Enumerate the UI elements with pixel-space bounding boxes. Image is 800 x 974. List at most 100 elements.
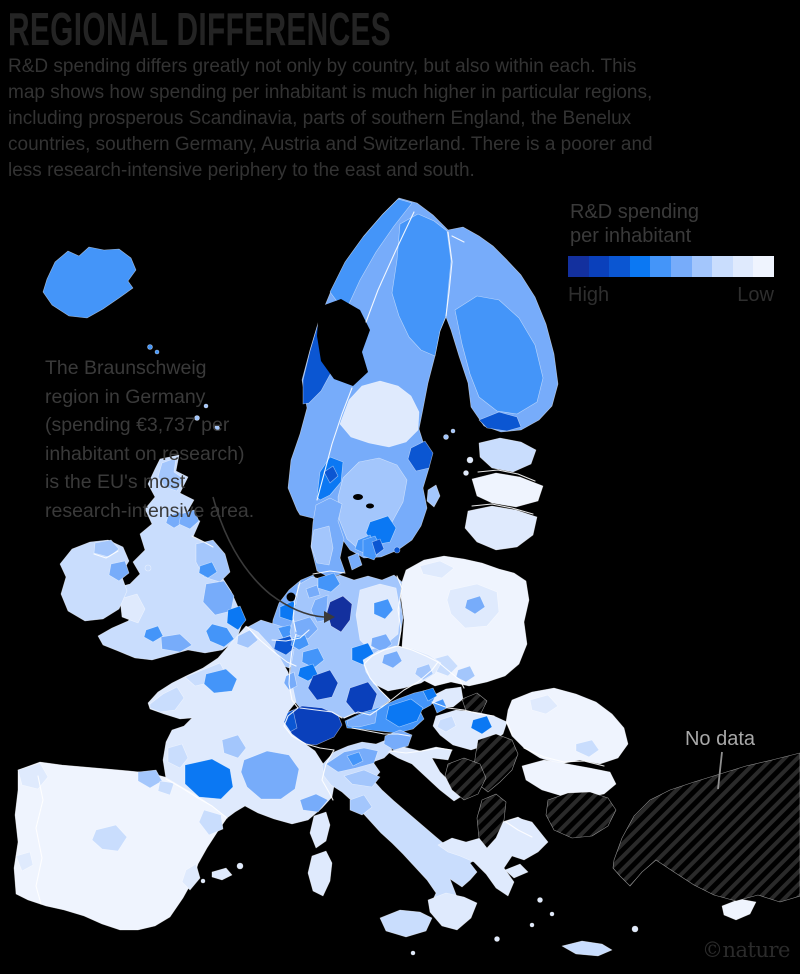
region-gotland — [426, 484, 441, 508]
region-euboea — [504, 863, 529, 879]
region-funen — [347, 552, 363, 571]
region-hamburg — [317, 572, 341, 593]
region-bristol — [143, 625, 164, 643]
region-galicia — [17, 762, 49, 790]
region-nodata-montenegro-albania — [476, 793, 507, 849]
region-peloponnese — [427, 892, 478, 931]
region-faroe — [147, 344, 153, 350]
annotation-line: is the EU's most — [45, 471, 186, 493]
region-vienna — [422, 687, 438, 702]
region-frankfurt — [301, 647, 325, 669]
region-faroe2 — [154, 349, 160, 355]
region-krakow — [455, 665, 476, 683]
ramp-swatch — [732, 256, 754, 277]
intro-line: R&D spending differs greatly not only by… — [8, 56, 637, 77]
region-austria-core — [385, 698, 424, 728]
ramp-swatch — [712, 256, 733, 277]
legend-title-line1: R&D spending — [570, 201, 699, 223]
intro-paragraph: R&D spending differs greatly not only by… — [8, 54, 653, 184]
region-dublin — [108, 560, 130, 582]
nature-logo: ©nature — [702, 938, 790, 962]
region-rome — [349, 794, 373, 816]
region-brittany — [149, 686, 185, 713]
region-copenhagen — [371, 538, 385, 556]
legend-low-label: Low — [737, 284, 774, 306]
page-title: REGIONAL DIFFERENCES — [8, 3, 392, 55]
country-borders — [35, 211, 605, 905]
region-aland — [443, 434, 449, 440]
intro-line: less research-intensive periphery to the… — [8, 160, 475, 181]
region-milan — [346, 751, 364, 767]
region-manchester — [198, 561, 218, 579]
region-rhodes — [631, 925, 639, 933]
region-warsaw — [464, 595, 486, 615]
region-ibiza — [200, 878, 206, 884]
land-regions — [13, 197, 800, 957]
lake-vanern — [353, 494, 363, 500]
region-nord — [236, 629, 259, 649]
region-nodata-bosnia — [444, 757, 487, 801]
region-valencia — [181, 863, 201, 891]
region-leipzig — [370, 633, 393, 653]
ramp-swatch — [650, 256, 671, 277]
region-aegean-isl2 — [529, 922, 535, 928]
region-helsinki — [478, 411, 522, 432]
ramp-swatch — [609, 256, 630, 277]
region-crete — [561, 940, 613, 957]
region-navarra — [157, 780, 175, 796]
region-west-hungary — [436, 715, 457, 733]
ijsselmeer — [286, 592, 296, 602]
region-cyclades — [537, 897, 543, 903]
annotation-line: The Braunschweig — [45, 357, 207, 379]
region-stockholm — [407, 440, 434, 472]
intro-line: countries, southern Germany, Austria and… — [8, 134, 653, 155]
region-budapest — [470, 715, 493, 735]
region-nodata-anatolia — [612, 752, 800, 903]
annotation-line: inhabitant on research) — [45, 442, 245, 465]
region-brno — [414, 663, 434, 681]
ramp-swatch — [568, 256, 589, 277]
region-riviera — [299, 793, 329, 813]
region-sweden-north — [391, 213, 452, 357]
region-lithuania — [464, 505, 538, 551]
region-nodata-thrace — [545, 791, 617, 839]
region-balearics — [211, 867, 233, 881]
region-estonia — [478, 437, 537, 473]
region-madrid — [91, 824, 128, 852]
region-iceland — [42, 246, 137, 319]
region-latvia — [471, 472, 544, 508]
region-lisbon — [15, 851, 34, 872]
region-ionian-isl — [494, 936, 500, 942]
region-orkney — [203, 403, 209, 409]
region-menorca — [236, 862, 244, 870]
ramp-swatch — [670, 256, 692, 277]
region-rhone-provence — [240, 750, 300, 800]
region-wales — [119, 593, 146, 624]
region-oslo-core — [323, 465, 339, 484]
region-south-coast — [160, 633, 193, 653]
region-czechia — [362, 645, 442, 692]
region-london — [205, 623, 235, 648]
region-nodata-ukraine-tip — [461, 692, 488, 714]
region-cambridge — [226, 605, 247, 631]
lake-vattern — [366, 503, 374, 509]
region-sicily — [379, 909, 433, 938]
region-aquitaine — [167, 743, 189, 769]
region-pomerania — [419, 560, 455, 579]
region-aegean-isl — [549, 911, 555, 917]
region-basque — [137, 769, 163, 789]
region-corsica — [309, 811, 331, 849]
region-ruhr — [293, 616, 319, 640]
arrowhead-icon — [324, 611, 335, 623]
region-bucharest — [575, 739, 600, 758]
intro-line: including prosperous Scandinavia, parts … — [8, 108, 632, 129]
region-scotland-north — [157, 457, 185, 492]
no-data-pointer-line — [717, 751, 723, 790]
annotation-arrow — [212, 496, 335, 623]
region-catalonia — [198, 809, 224, 836]
legend-scale-labels: High Low — [568, 284, 774, 307]
region-edinburgh — [178, 509, 200, 530]
ramp-swatch — [691, 256, 713, 277]
